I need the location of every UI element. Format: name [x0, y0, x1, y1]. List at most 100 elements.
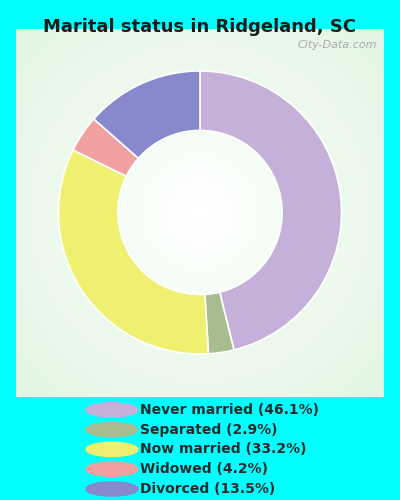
Circle shape: [82, 94, 318, 330]
Circle shape: [89, 102, 311, 324]
Circle shape: [34, 46, 366, 379]
Circle shape: [85, 98, 315, 328]
Circle shape: [125, 138, 275, 287]
Circle shape: [140, 152, 260, 272]
Circle shape: [59, 71, 341, 354]
Circle shape: [0, 0, 400, 474]
Circle shape: [154, 166, 246, 258]
Circle shape: [1, 14, 399, 411]
Circle shape: [22, 34, 378, 390]
Circle shape: [196, 208, 204, 216]
Circle shape: [108, 121, 292, 304]
Circle shape: [0, 0, 400, 444]
Circle shape: [34, 46, 366, 378]
Circle shape: [0, 0, 400, 472]
Circle shape: [28, 40, 372, 384]
Circle shape: [105, 118, 295, 308]
Circle shape: [66, 79, 334, 346]
Circle shape: [27, 40, 373, 386]
Circle shape: [146, 159, 254, 266]
Circle shape: [0, 0, 400, 434]
Circle shape: [95, 108, 305, 317]
Circle shape: [148, 160, 252, 265]
Circle shape: [0, 0, 400, 432]
Circle shape: [46, 58, 354, 367]
Wedge shape: [73, 119, 138, 176]
Circle shape: [0, 0, 400, 443]
Circle shape: [0, 0, 400, 469]
Circle shape: [78, 90, 322, 334]
Circle shape: [86, 402, 138, 417]
Circle shape: [42, 54, 358, 370]
Circle shape: [0, 0, 400, 464]
Circle shape: [26, 38, 374, 387]
Circle shape: [122, 134, 278, 291]
Circle shape: [0, 0, 400, 458]
Circle shape: [0, 4, 400, 420]
Circle shape: [7, 20, 393, 406]
Circle shape: [47, 60, 353, 366]
Circle shape: [60, 72, 340, 352]
Circle shape: [102, 114, 298, 310]
Circle shape: [0, 6, 400, 418]
Circle shape: [104, 117, 296, 308]
Circle shape: [69, 82, 331, 344]
Circle shape: [0, 0, 400, 450]
Circle shape: [0, 0, 400, 426]
Circle shape: [30, 42, 370, 382]
Circle shape: [90, 102, 310, 322]
Circle shape: [0, 0, 400, 454]
Circle shape: [48, 60, 352, 364]
Circle shape: [142, 155, 258, 270]
Circle shape: [0, 0, 400, 440]
Circle shape: [110, 122, 290, 302]
Circle shape: [0, 10, 400, 416]
Circle shape: [0, 0, 400, 430]
Circle shape: [0, 0, 400, 427]
Circle shape: [15, 28, 385, 397]
Wedge shape: [200, 71, 342, 350]
Circle shape: [81, 94, 319, 331]
Circle shape: [49, 62, 351, 364]
Circle shape: [4, 16, 396, 409]
Circle shape: [127, 139, 273, 286]
Circle shape: [0, 0, 400, 436]
Circle shape: [72, 84, 328, 341]
Circle shape: [12, 25, 388, 400]
Circle shape: [52, 65, 348, 360]
Circle shape: [2, 15, 398, 410]
Circle shape: [80, 93, 320, 332]
Circle shape: [195, 208, 205, 218]
Circle shape: [172, 185, 228, 240]
Circle shape: [95, 108, 305, 317]
Circle shape: [0, 0, 400, 451]
Circle shape: [176, 189, 224, 236]
Circle shape: [0, 0, 400, 450]
Text: Never married (46.1%): Never married (46.1%): [140, 403, 319, 417]
Circle shape: [119, 132, 281, 294]
Circle shape: [127, 139, 273, 286]
Circle shape: [0, 3, 400, 422]
Circle shape: [162, 174, 238, 250]
Circle shape: [0, 9, 400, 416]
Circle shape: [124, 136, 276, 288]
Circle shape: [43, 56, 357, 370]
Circle shape: [171, 184, 229, 242]
Circle shape: [0, 0, 400, 437]
Circle shape: [115, 128, 285, 297]
Circle shape: [0, 0, 400, 468]
Circle shape: [14, 26, 386, 398]
Text: Divorced (13.5%): Divorced (13.5%): [140, 482, 275, 496]
Circle shape: [18, 31, 382, 394]
Wedge shape: [205, 292, 234, 354]
Circle shape: [152, 164, 248, 261]
Text: City-Data.com: City-Data.com: [297, 40, 377, 50]
Circle shape: [0, 0, 400, 466]
Circle shape: [85, 98, 315, 328]
Circle shape: [0, 0, 400, 462]
Circle shape: [0, 0, 400, 442]
Circle shape: [129, 142, 271, 283]
Circle shape: [16, 28, 384, 396]
Circle shape: [93, 105, 307, 320]
Circle shape: [74, 87, 326, 338]
